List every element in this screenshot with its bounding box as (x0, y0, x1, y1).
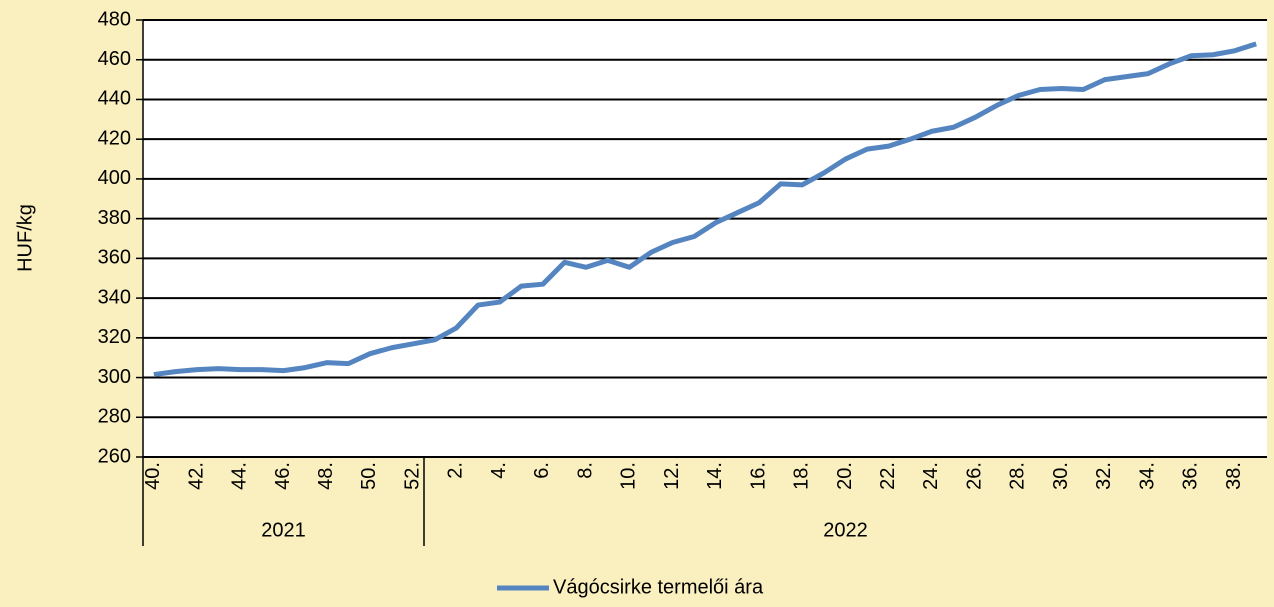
group-label: 2022 (823, 519, 868, 541)
x-tick-label: 44. (229, 462, 251, 490)
line-series (153, 41, 1257, 378)
y-tick-label: 480 (98, 8, 131, 30)
x-tick-label: 50. (358, 462, 380, 490)
x-tick-label: 18. (791, 462, 813, 490)
x-tick-label: 32. (1093, 462, 1115, 490)
x-tick-label: 34. (1136, 462, 1158, 490)
y-tick-label: 460 (98, 48, 131, 70)
y-tick-label: 440 (98, 88, 131, 110)
x-tick-label: 26. (963, 462, 985, 490)
x-tick-label: 52. (401, 462, 423, 490)
x-tick-label: 46. (272, 462, 294, 490)
x-tick-label: 10. (618, 462, 640, 490)
y-tick-label: 400 (98, 167, 131, 189)
x-tick-label: 12. (661, 462, 683, 490)
legend-label: Vágócsirke termelői ára (553, 576, 764, 598)
x-tick-label: 6. (531, 462, 553, 479)
x-tick-label: 38. (1223, 462, 1245, 490)
y-tick-label: 420 (98, 127, 131, 149)
y-tick-label: 260 (98, 445, 131, 467)
y-tick-label: 360 (98, 247, 131, 269)
x-tick-label: 14. (704, 462, 726, 490)
x-tick-label: 40. (142, 462, 164, 490)
x-tick-label: 16. (747, 462, 769, 490)
group-label: 2021 (261, 519, 306, 541)
x-tick-label: 28. (1007, 462, 1029, 490)
x-tick-label: 2. (445, 462, 467, 479)
x-tick-label: 24. (920, 462, 942, 490)
x-tick-label: 22. (877, 462, 899, 490)
x-tick-label: 4. (488, 462, 510, 479)
x-tick-label: 48. (315, 462, 337, 490)
y-tick-label: 320 (98, 326, 131, 348)
y-axis-label: HUF/kg (14, 204, 36, 272)
y-tick-label: 300 (98, 366, 131, 388)
y-tick-label: 340 (98, 286, 131, 308)
x-tick-label: 42. (185, 462, 207, 490)
x-tick-label: 30. (1050, 462, 1072, 490)
x-tick-label: 20. (834, 462, 856, 490)
x-tick-label: 36. (1180, 462, 1202, 490)
y-tick-label: 280 (98, 406, 131, 428)
y-tick-label: 380 (98, 207, 131, 229)
plot-area (143, 20, 1267, 457)
x-tick-label: 8. (574, 462, 596, 479)
